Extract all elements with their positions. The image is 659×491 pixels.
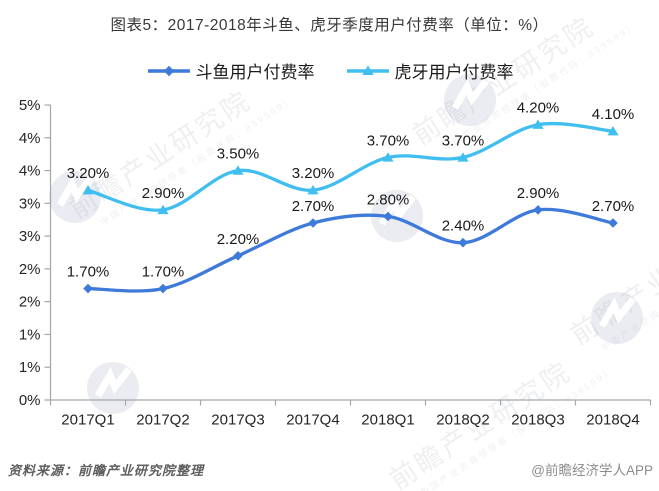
douyu-marker [458,237,468,248]
y-tick-label: 1% [19,359,41,376]
legend-item-douyu: 斗鱼用户付费率 [146,58,315,83]
douyu-data-label: 2.20% [217,231,260,248]
y-tick-label: 3% [19,228,41,245]
huya-data-label: 3.20% [67,165,110,182]
douyu-data-label: 1.70% [67,264,110,281]
douyu-data-label: 2.90% [517,185,560,202]
huya-data-label: 4.20% [517,100,560,117]
huya-marker [607,126,619,136]
huya-data-label: 3.70% [442,132,485,149]
huya-data-label: 3.50% [217,146,260,163]
douyu-data-label: 1.70% [142,264,185,281]
y-tick-label: 1% [19,326,41,343]
douyu-data-label: 2.40% [442,218,485,235]
douyu-marker [308,218,318,228]
douyu-marker [608,218,618,228]
y-tick-label: 2% [19,294,41,311]
huya-line-triangle-icon [346,65,389,75]
legend: 斗鱼用户付费率 虎牙用户付费率 [0,58,659,83]
y-tick-label: 5% [19,97,41,114]
footer-source: 资料来源：前瞻产业研究院整理 [8,463,205,478]
x-category-label: 2017Q3 [211,412,264,429]
chart-title: 图表5：2017-2018年斗鱼、虎牙季度用户付费率（单位：%） [110,17,549,34]
legend-label-huya: 虎牙用户付费率 [394,63,514,82]
douyu-marker [383,211,393,222]
x-category-label: 2018Q2 [436,412,489,429]
huya-data-label: 3.70% [367,132,410,149]
y-tick-label: 0% [19,392,41,409]
douyu-line-diamond-icon [147,65,190,76]
huya-data-label: 4.10% [592,106,635,123]
y-tick-label: 3% [19,195,41,212]
huya-marker [382,152,394,162]
douyu-data-label: 2.80% [367,191,410,208]
douyu-data-label: 2.70% [592,198,635,215]
x-category-label: 2018Q1 [361,412,414,429]
huya-marker [457,152,469,162]
douyu-data-label: 2.70% [292,198,335,215]
huya-marker [532,119,544,129]
x-category-label: 2017Q2 [136,412,189,429]
huya-data-label: 3.20% [292,165,335,182]
douyu-marker [83,283,93,294]
huya-marker [157,204,169,215]
x-category-label: 2017Q4 [286,412,339,429]
douyu-marker [533,205,543,215]
y-tick-label: 4% [19,163,41,180]
x-category-label: 2018Q3 [511,412,564,429]
y-tick-label: 2% [19,261,41,278]
x-category-label: 2017Q1 [61,412,114,429]
legend-item-huya: 虎牙用户付费率 [345,58,514,83]
huya-line [86,121,615,212]
huya-marker [232,165,244,175]
douyu-line [86,207,615,293]
chart-footer: 资料来源：前瞻产业研究院整理 @前瞻经济学人APP [0,459,659,479]
legend-label-douyu: 斗鱼用户付费率 [195,63,315,82]
douyu-marker [158,283,168,294]
x-category-label: 2018Q4 [586,412,639,429]
footer-credit: @前瞻经济学人APP [531,463,653,478]
huya-marker [307,185,319,195]
y-tick-label: 4% [19,130,41,147]
douyu-marker [233,250,243,261]
huya-marker [82,185,94,195]
huya-data-label: 2.90% [142,185,185,202]
